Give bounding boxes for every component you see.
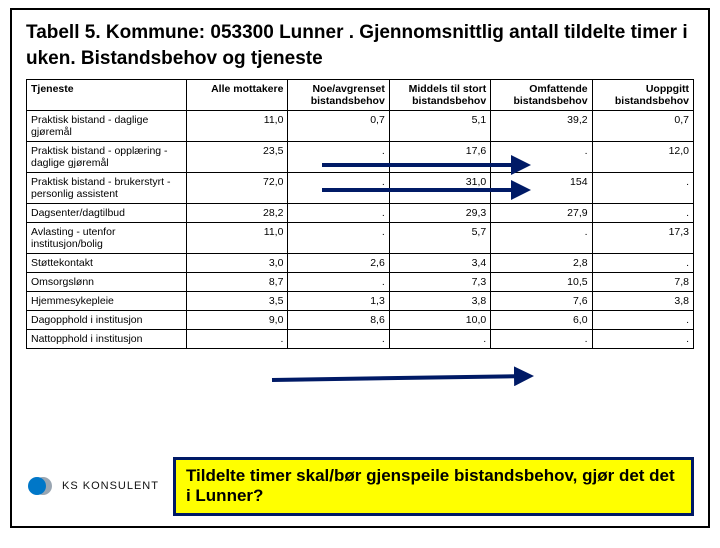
cell-value: 31,0 xyxy=(389,173,490,204)
col-header: Alle mottakere xyxy=(187,80,288,111)
cell-value: 27,9 xyxy=(491,204,592,223)
cell-value: . xyxy=(288,204,389,223)
cell-value: 3,4 xyxy=(389,254,490,273)
page-title: Tabell 5. Kommune: 053300 Lunner . Gjenn… xyxy=(26,20,694,71)
table-body: Praktisk bistand - daglige gjøremål11,00… xyxy=(27,111,694,349)
row-label: Omsorgslønn xyxy=(27,273,187,292)
row-label: Avlasting - utenfor institusjon/bolig xyxy=(27,223,187,254)
table-row: Nattopphold i institusjon..... xyxy=(27,330,694,349)
cell-value: 5,1 xyxy=(389,111,490,142)
cell-value: . xyxy=(592,330,693,349)
logo-mark-icon xyxy=(26,474,56,498)
table-head: Tjeneste Alle mottakere Noe/avgrenset bi… xyxy=(27,80,694,111)
col-header: Noe/avgrenset bistandsbehov xyxy=(288,80,389,111)
cell-value: 0,7 xyxy=(592,111,693,142)
table-row: Avlasting - utenfor institusjon/bolig11,… xyxy=(27,223,694,254)
cell-value: 29,3 xyxy=(389,204,490,223)
cell-value: 7,6 xyxy=(491,292,592,311)
cell-value: 0,7 xyxy=(288,111,389,142)
cell-value: 1,3 xyxy=(288,292,389,311)
cell-value: . xyxy=(491,330,592,349)
col-header: Middels til stort bistandsbehov xyxy=(389,80,490,111)
cell-value: 3,0 xyxy=(187,254,288,273)
cell-value: 7,8 xyxy=(592,273,693,292)
cell-value: . xyxy=(491,223,592,254)
col-header: Tjeneste xyxy=(27,80,187,111)
row-label: Dagsenter/dagtilbud xyxy=(27,204,187,223)
table-row: Støttekontakt3,02,63,42,8. xyxy=(27,254,694,273)
row-label: Praktisk bistand - opplæring - daglige g… xyxy=(27,142,187,173)
cell-value: . xyxy=(592,204,693,223)
cell-value: 2,6 xyxy=(288,254,389,273)
cell-value: 11,0 xyxy=(187,111,288,142)
footer: KS KONSULENT Tildelte timer skal/bør gje… xyxy=(26,457,694,516)
row-label: Nattopphold i institusjon xyxy=(27,330,187,349)
table-row: Praktisk bistand - daglige gjøremål11,00… xyxy=(27,111,694,142)
cell-value: . xyxy=(592,254,693,273)
table-row: Praktisk bistand - brukerstyrt - personl… xyxy=(27,173,694,204)
cell-value: 154 xyxy=(491,173,592,204)
cell-value: 5,7 xyxy=(389,223,490,254)
cell-value: . xyxy=(491,142,592,173)
cell-value: 2,8 xyxy=(491,254,592,273)
cell-value: 3,8 xyxy=(389,292,490,311)
arrow-icon xyxy=(272,376,530,380)
cell-value: 8,6 xyxy=(288,311,389,330)
cell-value: . xyxy=(389,330,490,349)
cell-value: 3,5 xyxy=(187,292,288,311)
cell-value: 12,0 xyxy=(592,142,693,173)
cell-value: 6,0 xyxy=(491,311,592,330)
row-label: Hjemmesykepleie xyxy=(27,292,187,311)
cell-value: 7,3 xyxy=(389,273,490,292)
ks-logo: KS KONSULENT xyxy=(26,474,159,498)
row-label: Praktisk bistand - daglige gjøremål xyxy=(27,111,187,142)
cell-value: . xyxy=(288,330,389,349)
cell-value: 39,2 xyxy=(491,111,592,142)
row-label: Praktisk bistand - brukerstyrt - personl… xyxy=(27,173,187,204)
cell-value: 3,8 xyxy=(592,292,693,311)
cell-value: 72,0 xyxy=(187,173,288,204)
cell-value: . xyxy=(288,223,389,254)
callout-box: Tildelte timer skal/bør gjenspeile bista… xyxy=(173,457,694,516)
cell-value: . xyxy=(288,142,389,173)
cell-value: 10,5 xyxy=(491,273,592,292)
cell-value: 9,0 xyxy=(187,311,288,330)
cell-value: . xyxy=(592,173,693,204)
data-table: Tjeneste Alle mottakere Noe/avgrenset bi… xyxy=(26,79,694,349)
cell-value: . xyxy=(288,273,389,292)
row-label: Dagopphold i institusjon xyxy=(27,311,187,330)
table-row: Hjemmesykepleie3,51,33,87,63,8 xyxy=(27,292,694,311)
cell-value: 17,6 xyxy=(389,142,490,173)
cell-value: 11,0 xyxy=(187,223,288,254)
table-row: Omsorgslønn8,7.7,310,57,8 xyxy=(27,273,694,292)
logo-text: KS KONSULENT xyxy=(62,480,159,492)
slide-frame: Tabell 5. Kommune: 053300 Lunner . Gjenn… xyxy=(10,8,710,528)
cell-value: 17,3 xyxy=(592,223,693,254)
cell-value: . xyxy=(288,173,389,204)
cell-value: 8,7 xyxy=(187,273,288,292)
cell-value: . xyxy=(187,330,288,349)
cell-value: 23,5 xyxy=(187,142,288,173)
cell-value: 28,2 xyxy=(187,204,288,223)
col-header: Uoppgitt bistandsbehov xyxy=(592,80,693,111)
cell-value: 10,0 xyxy=(389,311,490,330)
table-row: Praktisk bistand - opplæring - daglige g… xyxy=(27,142,694,173)
cell-value: . xyxy=(592,311,693,330)
col-header: Omfattende bistandsbehov xyxy=(491,80,592,111)
row-label: Støttekontakt xyxy=(27,254,187,273)
table-row: Dagsenter/dagtilbud28,2.29,327,9. xyxy=(27,204,694,223)
table-row: Dagopphold i institusjon9,08,610,06,0. xyxy=(27,311,694,330)
